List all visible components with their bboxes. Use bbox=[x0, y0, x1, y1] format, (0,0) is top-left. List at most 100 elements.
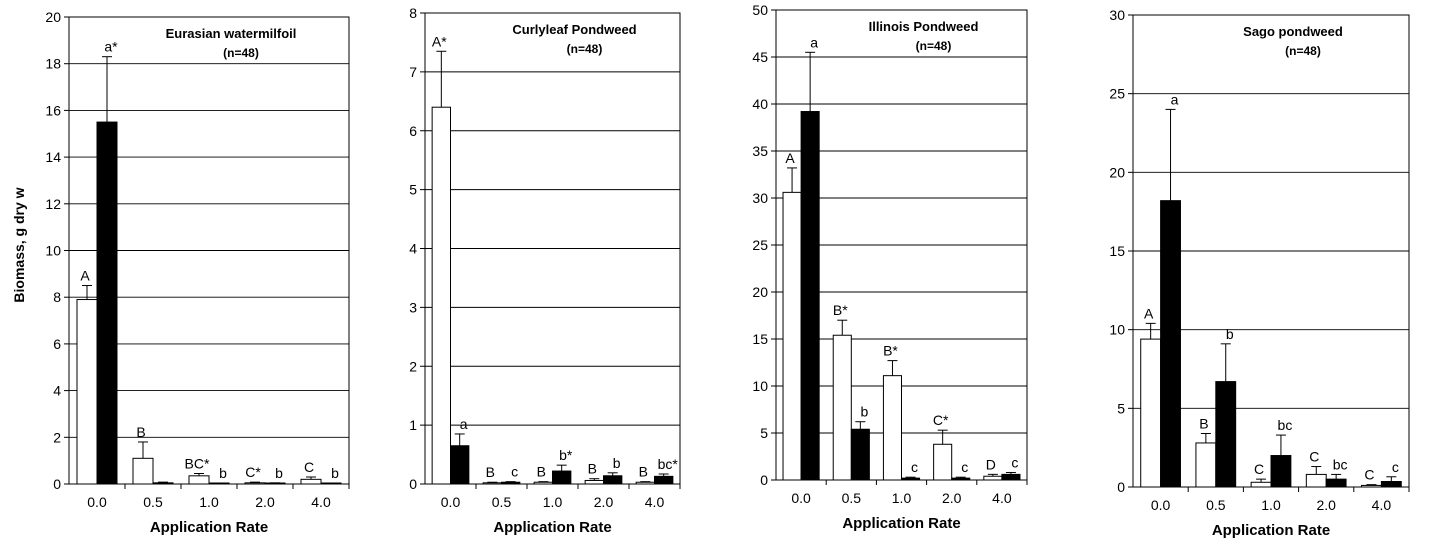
bar bbox=[951, 477, 971, 481]
y-tick-label: 3 bbox=[409, 299, 417, 315]
significance-label: b bbox=[613, 455, 621, 471]
y-tick-label: 10 bbox=[45, 243, 61, 259]
y-tick-label: 2 bbox=[409, 358, 417, 374]
y-tick-label: 15 bbox=[1109, 243, 1125, 259]
bar bbox=[552, 470, 572, 485]
y-tick-label: 5 bbox=[760, 425, 768, 441]
y-tick-label: 6 bbox=[53, 336, 61, 352]
significance-label: c bbox=[1011, 454, 1018, 470]
chart-title: Eurasian watermilfoil bbox=[166, 26, 297, 41]
x-tick-label: 1.0 bbox=[892, 490, 912, 506]
bar bbox=[1380, 480, 1402, 488]
y-tick-label: 8 bbox=[409, 5, 417, 21]
y-tick-label: 25 bbox=[1109, 86, 1125, 102]
bar bbox=[533, 481, 554, 485]
x-axis-label: Application Rate bbox=[842, 515, 960, 532]
significance-label: b bbox=[275, 465, 283, 481]
significance-label: b bbox=[860, 404, 868, 420]
x-tick-label: 2.0 bbox=[594, 494, 614, 510]
chart-subtitle: (n=48) bbox=[916, 39, 952, 53]
significance-label: C bbox=[304, 459, 314, 475]
bar bbox=[501, 481, 521, 485]
bar bbox=[1001, 473, 1021, 481]
bar bbox=[1361, 484, 1382, 488]
x-tick-label: 0.5 bbox=[842, 490, 862, 506]
y-axis-label: Biomass, g dry w bbox=[11, 187, 27, 302]
significance-label: B bbox=[537, 464, 546, 480]
y-tick-label: 40 bbox=[752, 96, 768, 112]
bar bbox=[635, 481, 656, 485]
significance-label: B* bbox=[833, 302, 848, 318]
bar bbox=[832, 334, 852, 481]
y-tick-label: 5 bbox=[1117, 400, 1125, 416]
significance-label: a bbox=[810, 34, 818, 50]
significance-label: b bbox=[331, 465, 339, 481]
chart-title: Sago pondweed bbox=[1243, 24, 1343, 39]
x-tick-label: 0.5 bbox=[143, 494, 163, 510]
bar bbox=[431, 106, 452, 485]
y-tick-label: 14 bbox=[45, 149, 61, 165]
chart-panel: 0 1 2 3 4 5 6 7 8 A* a 0.0 B c 0.5 Bb* 1.0 B b 2.0 B bc* 4.0 Cu… bbox=[409, 5, 681, 536]
significance-label: bc bbox=[1278, 417, 1293, 433]
y-tick-label: 5 bbox=[409, 182, 417, 198]
bar bbox=[188, 475, 210, 485]
bar bbox=[654, 475, 674, 485]
significance-label: b* bbox=[559, 447, 573, 463]
bar bbox=[1160, 200, 1181, 488]
y-tick-label: 50 bbox=[752, 2, 768, 18]
x-tick-label: 0.5 bbox=[1206, 497, 1226, 513]
x-tick-label: 0.0 bbox=[791, 490, 811, 506]
bar bbox=[76, 299, 98, 485]
bar bbox=[1140, 338, 1162, 488]
bar bbox=[1270, 455, 1292, 488]
y-tick-label: 0 bbox=[1117, 479, 1125, 495]
bar bbox=[96, 121, 118, 485]
bar bbox=[850, 428, 870, 481]
chart-panel: 0 5 10 15 20 25 30 Aa 0.0 Bb 0.5 Cbc 1.0 C bc 2.0 C c 4.0 S… bbox=[1109, 7, 1410, 539]
significance-label: A bbox=[1144, 305, 1154, 321]
significance-label: B bbox=[1199, 416, 1208, 432]
y-tick-label: 10 bbox=[1109, 322, 1125, 338]
bar bbox=[1195, 442, 1217, 488]
significance-label: bc* bbox=[658, 456, 679, 472]
y-tick-label: 10 bbox=[752, 378, 768, 394]
significance-label: B bbox=[639, 464, 648, 480]
y-tick-label: 0 bbox=[53, 476, 61, 492]
y-tick-label: 4 bbox=[53, 383, 61, 399]
y-tick-label: 2 bbox=[53, 429, 61, 445]
y-tick-label: 30 bbox=[752, 190, 768, 206]
bar bbox=[482, 482, 503, 485]
x-tick-label: 4.0 bbox=[992, 490, 1012, 506]
significance-label: C bbox=[1364, 467, 1374, 483]
significance-label: c bbox=[911, 459, 918, 475]
y-tick-label: 20 bbox=[752, 284, 768, 300]
significance-label: A bbox=[80, 268, 90, 284]
y-tick-label: 8 bbox=[53, 289, 61, 305]
bar bbox=[1305, 473, 1327, 488]
x-tick-label: 1.0 bbox=[199, 494, 219, 510]
x-tick-label: 4.0 bbox=[311, 494, 331, 510]
y-tick-label: 4 bbox=[409, 241, 417, 257]
chart-subtitle: (n=48) bbox=[223, 46, 259, 60]
significance-label: a bbox=[1171, 91, 1179, 107]
significance-label: C* bbox=[933, 412, 949, 428]
x-axis-label: Application Rate bbox=[1212, 522, 1330, 539]
y-tick-label: 7 bbox=[409, 64, 417, 80]
y-tick-label: 45 bbox=[752, 49, 768, 65]
x-tick-label: 0.0 bbox=[1151, 497, 1171, 513]
significance-label: B bbox=[136, 424, 145, 440]
bar bbox=[1250, 481, 1272, 488]
y-tick-label: 18 bbox=[45, 56, 61, 72]
y-tick-label: 1 bbox=[409, 417, 417, 433]
y-tick-label: 6 bbox=[409, 123, 417, 139]
x-axis-label: Application Rate bbox=[493, 519, 611, 536]
significance-label: B bbox=[588, 461, 597, 477]
significance-label: b bbox=[1226, 326, 1234, 342]
significance-label: a bbox=[460, 416, 468, 432]
y-tick-label: 12 bbox=[45, 196, 61, 212]
bar bbox=[882, 375, 902, 481]
bar bbox=[933, 443, 953, 481]
y-tick-label: 0 bbox=[760, 472, 768, 488]
bar bbox=[450, 445, 470, 485]
x-tick-label: 0.5 bbox=[492, 494, 512, 510]
